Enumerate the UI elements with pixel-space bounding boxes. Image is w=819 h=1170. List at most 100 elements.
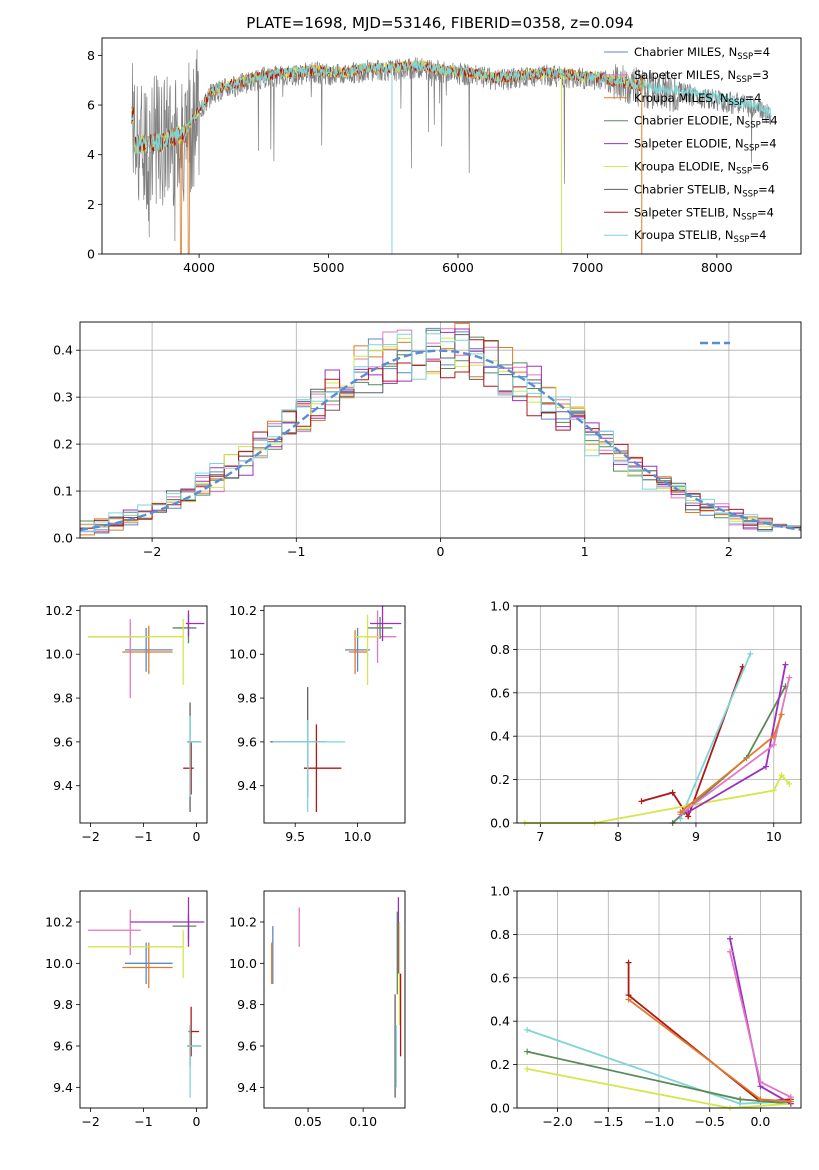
weight-marker (638, 798, 645, 805)
y-tick-label: 9.4 (237, 778, 257, 793)
x-tick-label: −1.5 (593, 1114, 623, 1129)
x-tick-label: 0 (192, 1114, 200, 1129)
x-tick-label: 9 (692, 829, 700, 844)
y-tick-label: 0.4 (490, 1014, 510, 1029)
x-tick-label: 8 (614, 829, 622, 844)
axes-frame (516, 605, 802, 824)
legend-ssp-count: =4 (757, 205, 774, 219)
weight-marker (782, 661, 789, 668)
spectrum-panel: 4000 5000 6000 7000 8000 0 2 4 6 8 Chabrier MILES,… (87, 37, 802, 275)
legend-label: Kroupa MILES, N (634, 91, 729, 105)
y-tick-label: 1.0 (490, 884, 510, 899)
age-vs-metallicity-panel: −2 −1 0 9.4 9.6 9.8 10.0 10.2 (45, 603, 208, 844)
x-tick-label: 4000 (183, 260, 215, 275)
x-tick-label: −2.0 (542, 1114, 572, 1129)
x-tick-label: 10.0 (344, 829, 372, 844)
mass-vs-metallicity-panel: −2 −1 0 9.4 9.6 9.8 10.0 10.2 (45, 890, 208, 1129)
y-tick-label: 0.2 (490, 1057, 510, 1072)
axes-frame (79, 890, 208, 1109)
legend-entry: Salpeter ELODIE, NSSP=4 (634, 137, 777, 154)
y-tick-label: 10.2 (229, 603, 257, 618)
y-tick-label: 0.0 (490, 816, 510, 831)
y-tick-label: 0.0 (53, 531, 73, 546)
y-tick-label: 0.1 (53, 484, 73, 499)
legend-ssp-count: =3 (752, 68, 769, 82)
weight-marker (737, 1096, 744, 1103)
legend-ssp-count: =4 (760, 137, 777, 151)
legend-ssp-subscript: SSP (734, 235, 750, 245)
legend-ssp-count: =4 (749, 228, 766, 242)
x-tick-label: 9.5 (285, 829, 305, 844)
y-tick-label: 0.4 (490, 729, 510, 744)
y-tick-label: 0.0 (490, 1101, 510, 1116)
weight-marker (770, 787, 777, 794)
weight-marker (757, 1078, 764, 1085)
legend-ssp-subscript: SSP (736, 167, 752, 177)
y-tick-label: 0 (87, 247, 95, 262)
legend-label: Chabrier STELIB, N (634, 182, 742, 196)
weight-line (641, 666, 744, 819)
legend-ssp-subscript: SSP (737, 52, 753, 62)
legend-label: Chabrier ELODIE, N (634, 114, 745, 128)
weight-marker (757, 1096, 764, 1103)
legend-label: Salpeter MILES, N (634, 68, 736, 82)
axes-frame (79, 605, 208, 824)
legend-ssp-count: =4 (758, 182, 775, 196)
y-tick-label: 10.2 (229, 915, 257, 930)
weight-marker (669, 789, 676, 796)
legend-ssp-subscript: SSP (729, 98, 745, 108)
figure-title: PLATE=1698, MJD=53146, FIBERID=0358, z=0… (246, 14, 633, 32)
weight-marker (770, 741, 777, 748)
y-tick-label: 4 (87, 147, 95, 162)
y-tick-label: 9.8 (237, 691, 257, 706)
y-tick-label: 9.6 (53, 1039, 73, 1054)
weight-line (524, 773, 790, 824)
y-tick-label: 0.8 (490, 927, 510, 942)
model-spectrum-line (131, 60, 772, 155)
legend-ssp-count: =4 (753, 45, 770, 59)
y-tick-label: 0.3 (53, 390, 73, 405)
x-tick-label: 0 (192, 829, 200, 844)
y-tick-label: 8 (87, 48, 95, 63)
x-tick-label: 7000 (572, 260, 604, 275)
y-tick-label: 10.2 (45, 603, 73, 618)
weight-marker (770, 733, 777, 740)
legend-entry: Chabrier ELODIE, NSSP=4 (634, 114, 778, 131)
legend-entry: Kroupa ELODIE, NSSP=6 (634, 160, 769, 177)
y-tick-label: 0.2 (490, 772, 510, 787)
x-tick-label: 0.05 (294, 1114, 322, 1129)
normal-distribution-curve (79, 349, 802, 531)
weight-marker (625, 996, 632, 1003)
spectrum-lines (131, 49, 772, 254)
weight-marker (524, 1048, 531, 1055)
age-vs-mass-panel: 9.5 10.0 9.4 9.6 9.8 10.0 10.2 (229, 603, 406, 844)
x-tick-label: −2 (81, 829, 99, 844)
x-tick-label: 0 (437, 544, 445, 559)
weight-marker (677, 809, 684, 816)
legend-entry: Chabrier STELIB, NSSP=4 (634, 182, 775, 199)
y-tick-label: 0.6 (490, 685, 510, 700)
axes-frame (516, 890, 802, 1109)
x-tick-label: −1 (134, 829, 152, 844)
axes-frame (263, 890, 406, 1109)
legend-label: Chabrier MILES, N (634, 45, 737, 59)
legend-ssp-count: =6 (752, 160, 769, 174)
legend-label: Salpeter STELIB, N (634, 205, 741, 219)
weight-marker (727, 948, 733, 955)
weight-line (671, 685, 787, 824)
weight-marker (524, 1026, 531, 1033)
legend-ssp-count: =4 (744, 91, 761, 105)
y-tick-label: 6 (87, 98, 95, 113)
weight-marker (727, 935, 733, 942)
weight-marker (778, 711, 785, 718)
x-tick-label: −0.5 (695, 1114, 725, 1129)
legend-label: Salpeter ELODIE, N (634, 137, 744, 151)
legend-entry: Chabrier MILES, NSSP=4 (634, 45, 770, 62)
y-tick-label: 0.4 (53, 343, 73, 358)
x-tick-label: −2 (81, 1114, 99, 1129)
legend-ssp-subscript: SSP (744, 144, 760, 154)
y-tick-label: 9.6 (237, 734, 257, 749)
y-tick-label: 10.0 (45, 956, 73, 971)
weight-marker (786, 674, 793, 681)
legend-label: Kroupa STELIB, N (634, 228, 734, 242)
